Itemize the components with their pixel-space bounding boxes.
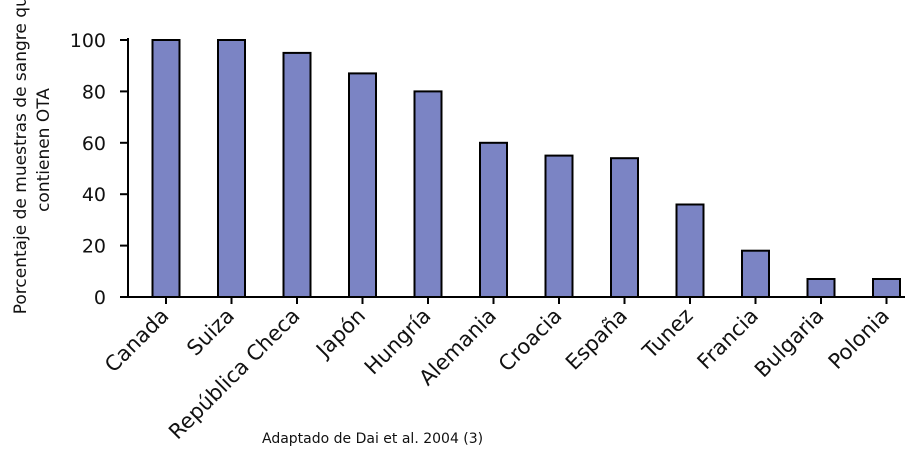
y-tick-label: 60 <box>82 133 106 155</box>
y-axis-label: Porcentaje de muestras de sangre que con… <box>11 0 54 314</box>
bar-tunez <box>675 203 705 298</box>
bar-españa <box>610 157 639 298</box>
y-axis-label-line-2: contienen OTA <box>34 88 54 212</box>
axes-group <box>127 38 905 298</box>
bar-francia <box>741 249 770 298</box>
bar-hungría <box>413 90 443 299</box>
bar-croacia <box>544 154 574 298</box>
y-tick-label: 0 <box>94 287 106 309</box>
bar-suiza <box>217 39 246 298</box>
bar-alemania <box>479 141 508 298</box>
x-tick-label: Suiza <box>182 304 239 361</box>
y-tick-label: 40 <box>82 184 106 206</box>
bar-república-checa <box>282 51 312 299</box>
y-axis-label-line-1: Porcentaje de muestras de sangre que <box>11 0 31 314</box>
x-tick-label: Polonia <box>824 304 894 374</box>
bar-japón <box>348 72 377 299</box>
x-tick-label: Croacia <box>494 304 567 377</box>
y-ticks-group: 0 20 40 60 80 100 <box>70 30 128 309</box>
y-tick-label: 80 <box>82 81 106 103</box>
bar-bulgaria <box>806 278 836 298</box>
bars-group <box>151 39 901 299</box>
x-tick-label: Japón <box>310 304 370 364</box>
bar-polonia <box>872 278 901 298</box>
x-tick-label: España <box>561 304 632 375</box>
x-tick-label: Canada <box>100 304 173 377</box>
x-tick-label: Bulgaria <box>750 304 829 383</box>
y-tick-label: 100 <box>70 30 106 52</box>
source-note: Adaptado de Dai et al. 2004 (3) <box>262 431 484 447</box>
x-tick-label: Tunez <box>637 304 697 364</box>
bar-canada <box>151 39 181 298</box>
y-tick-label: 20 <box>82 236 106 258</box>
